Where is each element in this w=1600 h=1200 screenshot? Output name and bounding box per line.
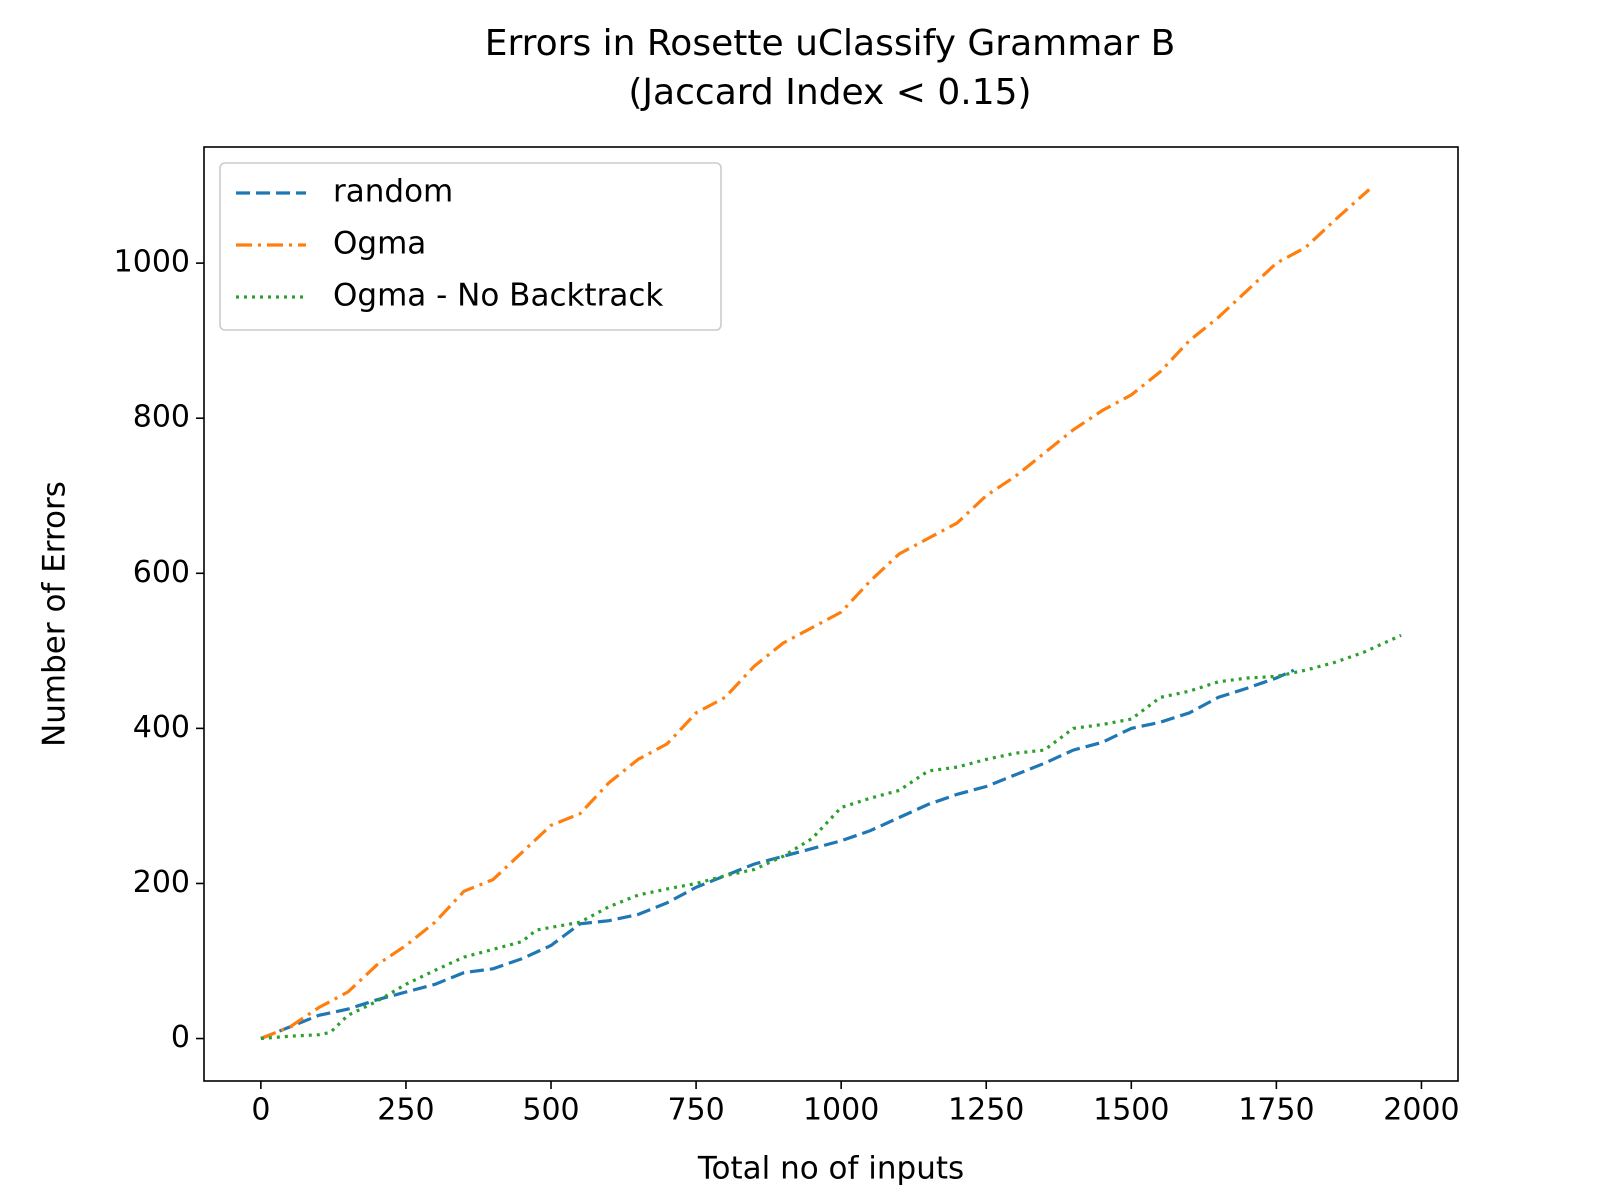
x-tick-label: 1000 bbox=[803, 1093, 879, 1128]
plot-frame bbox=[203, 146, 1459, 1082]
x-tick-label: 1500 bbox=[1093, 1093, 1169, 1128]
x-axis-label: Total no of inputs bbox=[697, 1151, 964, 1187]
x-tick-label: 2000 bbox=[1383, 1093, 1459, 1128]
chart-title: Errors in Rosette uClassify Grammar B bbox=[485, 23, 1176, 64]
y-tick-label: 600 bbox=[133, 555, 190, 590]
y-tick-label: 400 bbox=[133, 710, 190, 745]
legend-label: Ogma bbox=[333, 226, 426, 262]
y-tick-label: 1000 bbox=[114, 245, 190, 280]
x-tick-label: 500 bbox=[522, 1093, 579, 1128]
x-tick-label: 0 bbox=[251, 1093, 270, 1128]
legend-label: Ogma - No Backtrack bbox=[333, 278, 663, 314]
y-tick-label: 0 bbox=[171, 1020, 190, 1055]
x-tick-label: 1250 bbox=[948, 1093, 1024, 1128]
series-line bbox=[260, 188, 1371, 1040]
legend-label: random bbox=[333, 174, 453, 210]
series-line bbox=[260, 668, 1295, 1040]
x-tick-label: 1750 bbox=[1238, 1093, 1314, 1128]
series-line bbox=[260, 633, 1402, 1041]
y-axis-label: Number of Errors bbox=[37, 481, 73, 747]
x-tick-label: 250 bbox=[377, 1093, 434, 1128]
legend-box bbox=[219, 162, 722, 331]
y-tick-label: 800 bbox=[133, 400, 190, 435]
x-tick-label: 750 bbox=[667, 1093, 724, 1128]
chart-subtitle: (Jaccard Index < 0.15) bbox=[628, 72, 1031, 113]
y-tick-label: 200 bbox=[133, 865, 190, 900]
